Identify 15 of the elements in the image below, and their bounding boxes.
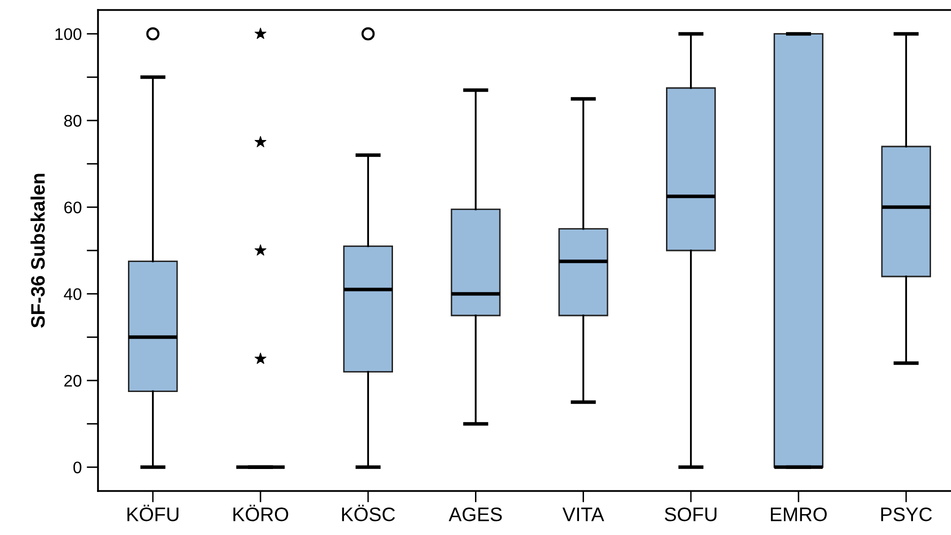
y-tick-label: 100	[55, 28, 82, 40]
x-tick-label: AGES	[448, 507, 502, 522]
x-tick-label: SOFU	[664, 507, 716, 522]
y-tick-label: 60	[64, 202, 82, 214]
y-tick-label: 20	[64, 374, 82, 387]
x-tick-label: EMRO	[770, 507, 827, 522]
x-tick-label: KÖRO	[233, 504, 288, 522]
y-tick-label: 0	[73, 462, 82, 474]
y-tick-label: 80	[64, 114, 82, 127]
x-tick-label: KÖFU	[127, 504, 178, 522]
y-axis-title: SF-36 Subskalen	[30, 174, 45, 328]
x-tick-label: VITA	[562, 508, 604, 522]
y-tick-label: 40	[64, 288, 82, 300]
x-tick-label: PSYC	[881, 507, 932, 522]
x-tick-label: KÖSC	[342, 504, 395, 522]
